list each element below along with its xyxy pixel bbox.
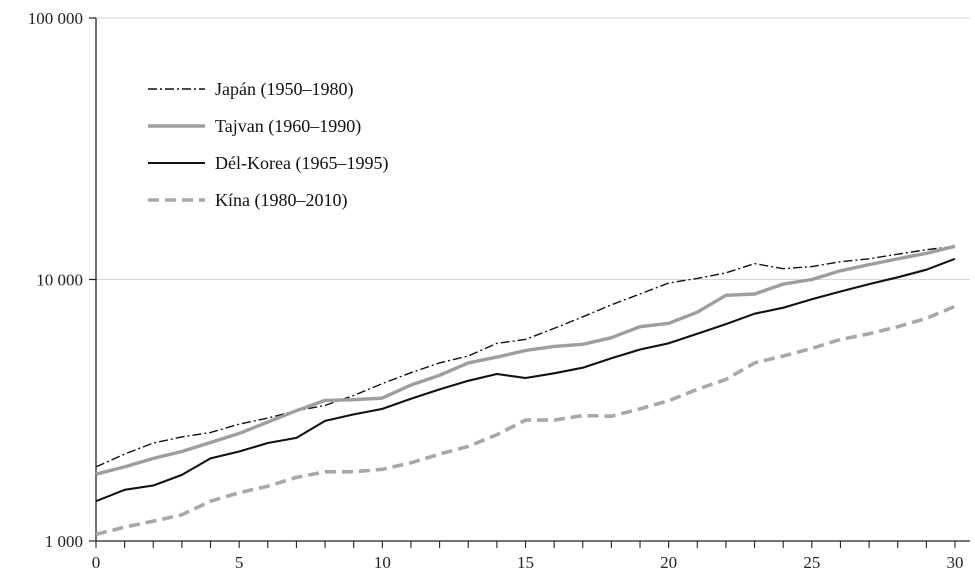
- series-lines: [95, 244, 956, 537]
- grid-lines: [96, 17, 970, 280]
- legend-label-3: Kína (1980–2010): [215, 190, 347, 211]
- y-axis: 1 000 10 000 100 000: [28, 9, 96, 551]
- legend-label-2: Dél-Korea (1965–1995): [215, 153, 388, 174]
- x-tick-label: 15: [517, 553, 534, 572]
- series-line-2: [95, 257, 956, 503]
- x-tick-label: 25: [803, 553, 820, 572]
- x-tick-label: 20: [660, 553, 677, 572]
- legend-label-1: Tajvan (1960–1990): [215, 116, 361, 137]
- y-tick-label: 10 000: [36, 271, 83, 290]
- x-tick-label: 0: [92, 553, 101, 572]
- y-tick-label: 1 000: [45, 532, 83, 551]
- series-line-0: [95, 245, 956, 468]
- x-tick-label: 30: [947, 553, 964, 572]
- x-axis: 0 5 10 15 20 25 30: [92, 541, 964, 572]
- legend-label-0: Japán (1950–1980): [215, 79, 353, 100]
- legend: Japán (1950–1980) Tajvan (1960–1990) Dél-K…: [148, 79, 388, 211]
- x-tick-label: 5: [235, 553, 244, 572]
- series-line-1: [95, 244, 956, 476]
- series-line-3: [95, 304, 956, 537]
- x-tick-label: 10: [374, 553, 391, 572]
- y-tick-label: 100 000: [28, 9, 83, 28]
